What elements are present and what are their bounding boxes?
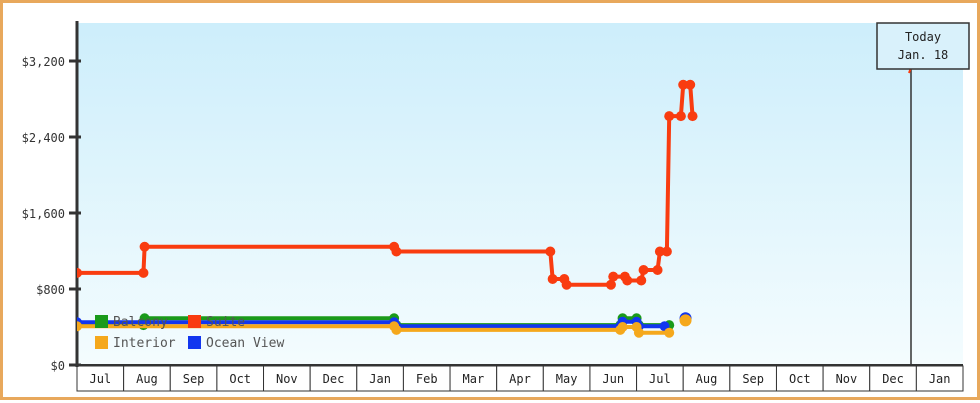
- legend-item-ocean-view[interactable]: Ocean View: [188, 336, 284, 351]
- x-tick-label: Dec: [323, 372, 345, 386]
- data-point: [547, 274, 558, 285]
- x-tick-cell: [915, 365, 964, 392]
- data-point: [633, 327, 644, 338]
- series-interior: [77, 314, 692, 338]
- x-tick-label: Aug: [696, 372, 718, 386]
- y-tick-label: $2,400: [22, 131, 65, 145]
- plot-background: [77, 23, 963, 365]
- x-tick-cell: [636, 365, 684, 392]
- legend-swatch: [95, 336, 108, 349]
- legend-swatch: [188, 336, 201, 349]
- chart-legend: Balcony Suite Interior Ocean View: [95, 315, 284, 351]
- today-callout: Today Jan. 18: [876, 22, 970, 70]
- data-point: [622, 275, 633, 286]
- legend-swatch: [188, 315, 201, 328]
- x-tick-label: Jul: [649, 372, 671, 386]
- data-point: [664, 327, 675, 338]
- callout-line-2: Jan. 18: [898, 48, 949, 62]
- x-tick-label: Mar: [463, 372, 485, 386]
- data-point: [605, 279, 616, 290]
- x-tick-label: Jul: [89, 372, 111, 386]
- data-point: [687, 111, 698, 122]
- x-tick-cell: [729, 365, 777, 392]
- x-tick-label: Feb: [416, 372, 438, 386]
- callout-box: [876, 22, 970, 70]
- x-tick-label: Jun: [602, 372, 624, 386]
- data-point: [608, 271, 619, 282]
- y-axis-ticks: $0 $800 $1,600 $2,400 $3,200: [22, 55, 81, 373]
- legend-label: Interior: [113, 336, 176, 351]
- legend-swatch: [95, 315, 108, 328]
- data-point: [77, 321, 82, 332]
- legend-item-balcony[interactable]: Balcony: [95, 315, 168, 330]
- series-layer: [77, 79, 698, 338]
- x-tick-label: Dec: [882, 372, 904, 386]
- y-tick-label: $1,600: [22, 207, 65, 221]
- price-history-chart: $0 $800 $1,600 $2,400 $3,200 Jul Aug Sep Oct Nov…: [22, 21, 970, 392]
- series-suite: [77, 79, 698, 290]
- data-point: [679, 314, 692, 327]
- callout-line-1: Today: [905, 30, 941, 44]
- x-tick-label: Apr: [509, 372, 531, 386]
- data-point: [654, 246, 665, 257]
- x-tick-cell: [775, 365, 824, 392]
- legend-item-interior[interactable]: Interior: [95, 336, 176, 351]
- x-axis-ticks: Jul Aug Sep Oct Nov Dec Jan Feb Mar Apr May Jun Jul A…: [76, 365, 964, 392]
- x-tick-cell: [869, 365, 917, 392]
- x-tick-cell: [449, 365, 498, 392]
- data-point: [664, 111, 675, 122]
- legend-label: Suite: [206, 315, 245, 330]
- x-tick-label: Sep: [183, 372, 205, 386]
- x-tick-label: Jan: [929, 372, 951, 386]
- x-tick-label: Nov: [836, 372, 858, 386]
- legend-item-suite[interactable]: Suite: [188, 315, 245, 330]
- data-point: [638, 265, 649, 275]
- legend-label: Balcony: [113, 315, 168, 330]
- data-point: [652, 265, 663, 275]
- x-tick-label: Sep: [742, 372, 764, 386]
- x-tick-label: Oct: [789, 372, 811, 386]
- data-point: [139, 241, 150, 252]
- y-tick-label: $800: [36, 283, 65, 297]
- data-point: [661, 246, 672, 257]
- x-tick-label: Nov: [276, 372, 298, 386]
- x-tick-label: Aug: [136, 372, 158, 386]
- x-tick-label: May: [556, 372, 578, 386]
- data-point: [138, 267, 149, 278]
- x-tick-label: Jan: [369, 372, 391, 386]
- data-point: [685, 79, 696, 90]
- data-point: [678, 79, 689, 90]
- data-point: [391, 324, 402, 335]
- y-tick-label: $3,200: [22, 55, 65, 69]
- data-point: [675, 111, 686, 122]
- y-tick-label: $0: [51, 359, 65, 373]
- x-tick-label: Oct: [229, 372, 251, 386]
- data-point: [636, 275, 647, 286]
- data-point: [617, 322, 628, 332]
- data-point: [545, 246, 556, 257]
- data-point: [561, 279, 572, 290]
- data-point: [391, 246, 402, 257]
- data-point: [77, 267, 82, 278]
- legend-label: Ocean View: [206, 336, 284, 351]
